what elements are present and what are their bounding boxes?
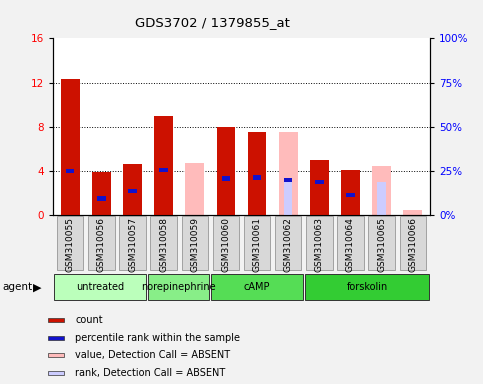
Text: value, Detection Call = ABSENT: value, Detection Call = ABSENT xyxy=(75,349,230,360)
Bar xyxy=(123,164,142,215)
Text: forskolin: forskolin xyxy=(346,282,388,292)
Text: GSM310060: GSM310060 xyxy=(221,217,230,272)
Bar xyxy=(222,176,230,181)
Text: count: count xyxy=(75,315,103,325)
FancyBboxPatch shape xyxy=(306,216,333,270)
FancyBboxPatch shape xyxy=(337,216,364,270)
Bar xyxy=(346,193,355,197)
Text: GSM310062: GSM310062 xyxy=(284,217,293,272)
Bar xyxy=(159,167,168,172)
Text: GSM310063: GSM310063 xyxy=(315,217,324,272)
Text: agent: agent xyxy=(2,282,32,292)
FancyBboxPatch shape xyxy=(399,216,426,270)
Bar xyxy=(61,79,80,215)
Bar xyxy=(253,175,261,180)
Text: GSM310059: GSM310059 xyxy=(190,217,199,272)
Text: rank, Detection Call = ABSENT: rank, Detection Call = ABSENT xyxy=(75,368,226,378)
FancyBboxPatch shape xyxy=(369,216,395,270)
FancyBboxPatch shape xyxy=(57,216,84,270)
Text: GDS3702 / 1379855_at: GDS3702 / 1379855_at xyxy=(135,16,290,29)
Text: GSM310056: GSM310056 xyxy=(97,217,106,272)
Bar xyxy=(48,336,64,340)
FancyBboxPatch shape xyxy=(213,216,239,270)
Text: GSM310058: GSM310058 xyxy=(159,217,168,272)
FancyBboxPatch shape xyxy=(148,274,209,300)
FancyBboxPatch shape xyxy=(119,216,146,270)
FancyBboxPatch shape xyxy=(244,216,270,270)
FancyBboxPatch shape xyxy=(54,274,146,300)
Bar xyxy=(92,172,111,215)
Bar xyxy=(248,132,267,215)
Bar xyxy=(279,132,298,215)
Text: GSM310066: GSM310066 xyxy=(408,217,417,272)
Text: cAMP: cAMP xyxy=(244,282,270,292)
Bar xyxy=(185,163,204,215)
Text: percentile rank within the sample: percentile rank within the sample xyxy=(75,333,241,343)
Bar xyxy=(48,318,64,322)
Text: GSM310065: GSM310065 xyxy=(377,217,386,272)
Text: norepinephrine: norepinephrine xyxy=(142,282,216,292)
FancyBboxPatch shape xyxy=(150,216,177,270)
Text: GSM310055: GSM310055 xyxy=(66,217,75,272)
Text: untreated: untreated xyxy=(76,282,124,292)
Bar xyxy=(284,177,292,182)
Text: ▶: ▶ xyxy=(33,282,42,292)
FancyBboxPatch shape xyxy=(305,274,429,300)
Bar xyxy=(377,182,386,215)
Bar xyxy=(128,189,137,193)
Bar xyxy=(66,169,74,173)
FancyBboxPatch shape xyxy=(275,216,301,270)
Bar xyxy=(310,160,328,215)
Bar xyxy=(48,371,64,375)
FancyBboxPatch shape xyxy=(88,216,114,270)
Text: GSM310061: GSM310061 xyxy=(253,217,262,272)
FancyBboxPatch shape xyxy=(182,216,208,270)
Bar xyxy=(372,167,391,215)
Bar xyxy=(403,210,422,215)
Bar xyxy=(284,179,292,215)
Bar xyxy=(97,196,106,201)
Bar xyxy=(216,127,235,215)
Bar xyxy=(315,180,324,184)
Text: GSM310057: GSM310057 xyxy=(128,217,137,272)
FancyBboxPatch shape xyxy=(211,274,303,300)
Bar xyxy=(341,170,360,215)
Bar xyxy=(48,353,64,357)
Text: GSM310064: GSM310064 xyxy=(346,217,355,272)
Bar xyxy=(155,116,173,215)
